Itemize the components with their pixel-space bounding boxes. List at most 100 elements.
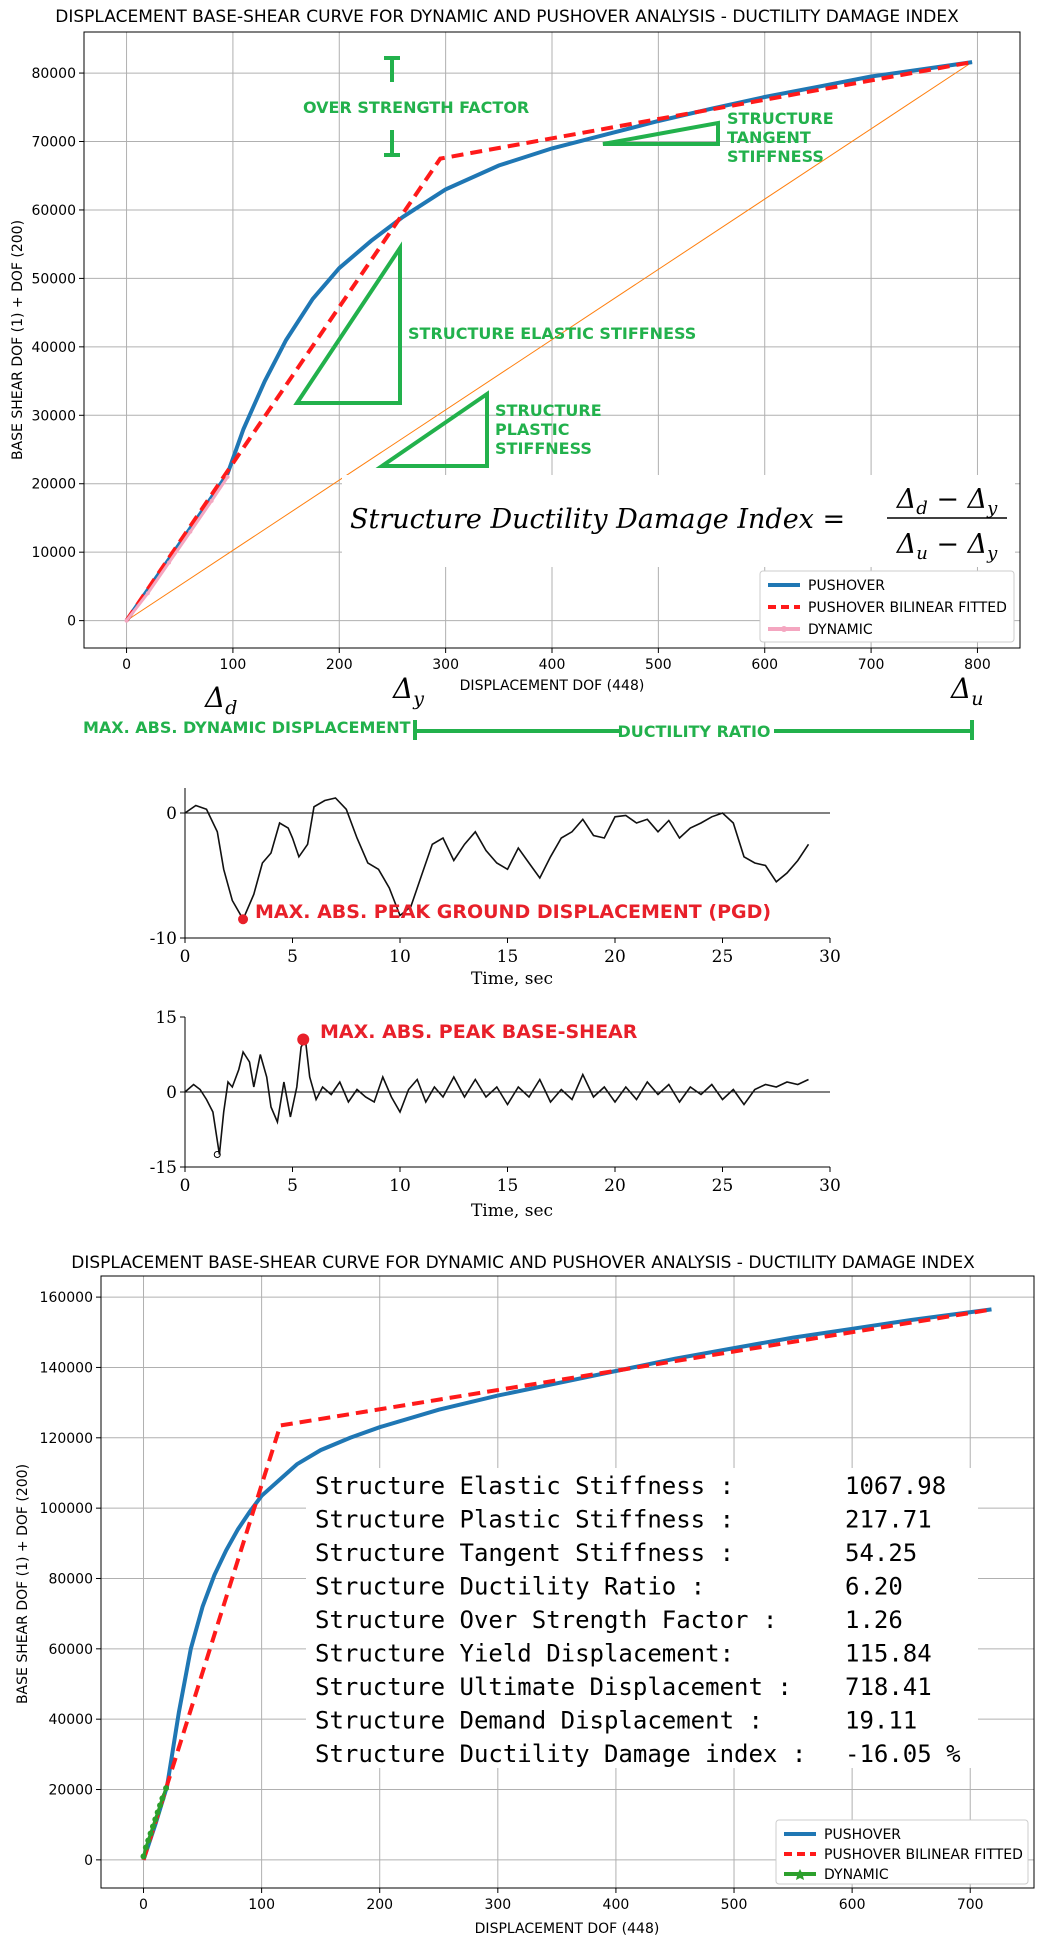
x-tick-label: 100 [220,657,247,673]
result-label: Structure Over Strength Factor : [315,1606,777,1634]
dynamic-point [209,498,214,503]
legend: PUSHOVER PUSHOVER BILINEAR FITTED DYNAMI… [759,570,1015,643]
x-tick-label: 10 [389,947,411,967]
dynamic-point [147,1830,154,1837]
x-axis-label: Time, sec [471,969,553,989]
ductility-ratio-label: DUCTILITY RATIO [617,722,770,740]
result-value: 1.26 [845,1606,903,1634]
dynamic-point [188,529,193,534]
y-tick-label: 160000 [40,1290,93,1306]
x-tick-label: 300 [484,1897,511,1913]
ground-displacement-chart: 0 5 10 15 20 25 300-10 Time, sec MAX. ABS. PEA… [150,788,841,989]
x-tick-label: 600 [839,1897,866,1913]
y-tick-label: 0 [84,1853,93,1869]
formula-lhs: Structure Ductility Damage Index = [350,504,845,535]
result-label: Structure Plastic Stiffness : [315,1506,734,1534]
y-axis-label: BASE SHEAR DOF (1) + DOF (200) [10,220,26,460]
x-tick-label: 500 [721,1897,748,1913]
dynamic-line [142,1787,168,1857]
result-label: Structure Elastic Stiffness : [315,1472,734,1500]
tangent-stiffness-triangle [602,120,720,146]
over-strength-label: OVER STRENGTH FACTOR [303,98,529,117]
x-tick-label: 400 [603,1897,630,1913]
legend-label-pushover: PUSHOVER [824,1827,901,1843]
formula-numerator: Δd − Δy [896,484,998,519]
dynamic-point [225,474,230,479]
y-tick-label: 100000 [40,1501,93,1517]
elastic-stiffness-triangle [293,241,402,405]
y-tick-label: -15 [150,1158,177,1178]
tangent-label-3: STIFFNESS [727,147,824,166]
y-tick-label: 0 [166,804,177,824]
x-tick-label: 15 [497,1176,519,1196]
x-tick-label: 25 [712,947,734,967]
pgd-annotation: MAX. ABS. PEAK GROUND DISPLACEMENT (PGD) [255,901,771,923]
x-tick-label: 500 [645,657,672,673]
delta-d-label: Δd [204,681,237,719]
x-axis-label: Time, sec [471,1201,553,1221]
dynamic-line [125,476,229,622]
x-tick-label: 0 [180,1176,191,1196]
y-tick-label: 140000 [40,1360,93,1376]
plastic-label-1: STRUCTURE [495,401,602,420]
result-value: 217.71 [845,1506,932,1534]
result-label: Structure Ultimate Displacement : [315,1673,792,1701]
formula-backdrop [342,475,1015,567]
result-label: Structure Demand Displacement : [315,1707,763,1735]
min-marker [213,1151,221,1158]
result-value: 1067.98 [845,1472,946,1500]
plastic-label-2: PLASTIC [495,420,569,439]
legend-label-dynamic: DYNAMIC [808,622,873,638]
result-label: Structure Tangent Stiffness : [315,1539,734,1567]
history-line [184,1036,809,1155]
result-value: 54.25 [845,1539,917,1567]
pushover-line [141,1307,992,1861]
chart-title: DISPLACEMENT BASE-SHEAR CURVE FOR DYNAMI… [71,1253,975,1273]
result-label: Structure Yield Displacement: [315,1640,734,1668]
delta-u-label: Δu [950,672,983,710]
y-tick-label: 80000 [31,66,76,82]
y-tick-label: 0 [166,1083,177,1103]
formula-denominator: Δu − Δy [896,529,998,564]
peak-marker [297,1033,310,1046]
history-line [184,797,810,922]
x-tick-label: 600 [751,657,778,673]
x-tick-label: 700 [957,1897,984,1913]
y-tick-label: 60000 [31,203,76,219]
y-tick-label: 15 [155,1008,177,1028]
x-tick-label: 30 [819,947,841,967]
y-tick-label: 70000 [31,135,76,151]
dynamic-point [152,1816,159,1823]
dynamic-point [154,1809,161,1816]
result-value: 6.20 [845,1573,903,1601]
ductility-ratio-bracket [413,720,974,740]
x-tick-label: 100 [248,1897,275,1913]
bilinear-fitted-line [141,1307,993,1861]
dynamic-point [145,1837,152,1844]
y-axis-label: BASE SHEAR DOF (1) + DOF (200) [15,1464,31,1704]
legend-label-bilinear: PUSHOVER BILINEAR FITTED [808,600,1007,616]
x-tick-label: 0 [139,1897,148,1913]
plastic-stiffness-triangle [375,390,489,468]
y-tick-label: 80000 [48,1571,93,1587]
y-tick-label: 20000 [31,477,76,493]
legend: PUSHOVER PUSHOVER BILINEAR FITTED DYNAMI… [775,1819,1029,1885]
x-tick-label: 10 [389,1176,411,1196]
legend-label-bilinear: PUSHOVER BILINEAR FITTED [824,1847,1023,1863]
x-tick-label: 200 [326,657,353,673]
dynamic-point [145,591,150,596]
x-axis-label: DISPLACEMENT DOF (448) [460,678,645,694]
results-backdrop [306,1468,978,1768]
dynamic-point [140,1853,147,1860]
reference-diagonal [126,61,973,622]
y-tick-label: 30000 [31,408,76,424]
x-tick-label: 5 [287,947,298,967]
dynamic-point [157,1802,164,1809]
x-tick-label: 400 [539,657,566,673]
y-tick-label: 60000 [48,1642,93,1658]
over-strength-marker [384,56,400,157]
result-value: 718.41 [845,1673,932,1701]
x-tick-label: 300 [432,657,459,673]
y-tick-label: -10 [150,929,177,949]
